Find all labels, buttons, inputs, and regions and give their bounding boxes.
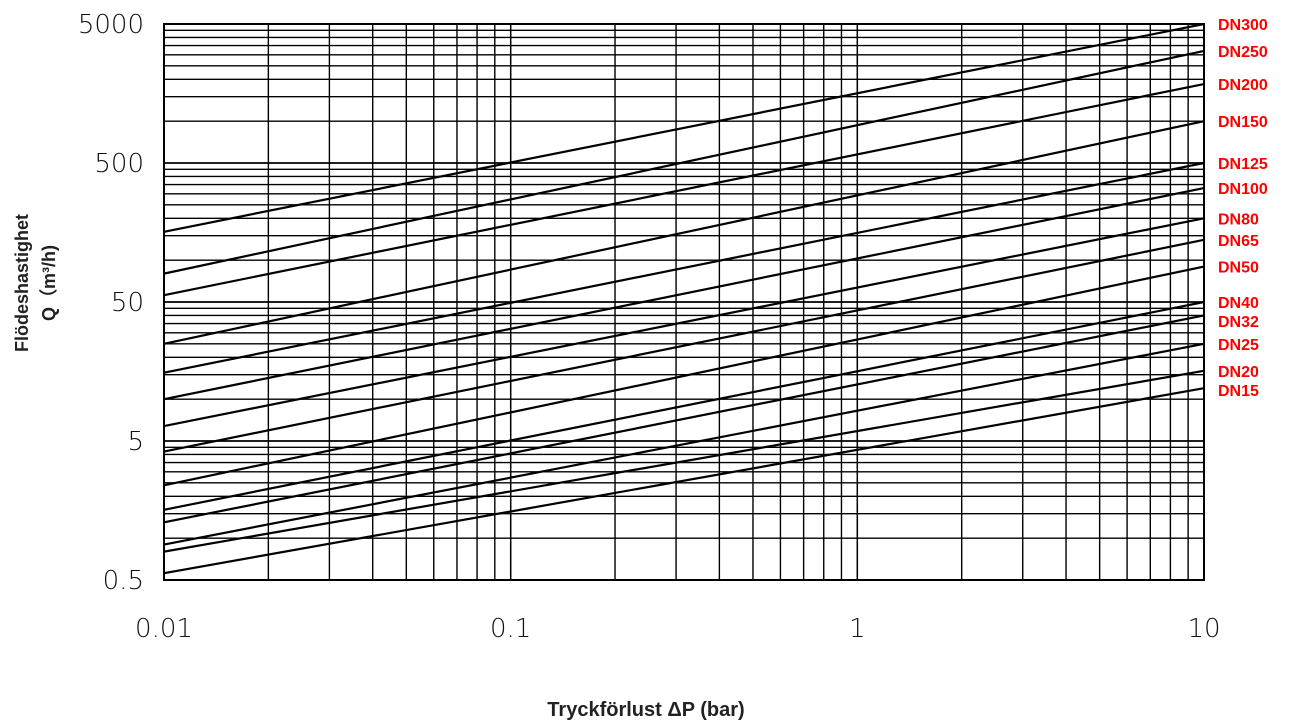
series-line-dn100	[163, 187, 1205, 401]
x-tick-label: 1	[849, 614, 866, 644]
series-line-dn40	[163, 300, 1205, 511]
series-lines	[163, 22, 1205, 575]
y-axis-title-line1: Flödeshastighet	[12, 214, 32, 352]
series-label-dn32: DN32	[1218, 314, 1259, 331]
y-tick-label: 5	[127, 427, 144, 457]
series-line-dn15	[163, 387, 1205, 575]
series-label-dn15: DN15	[1218, 383, 1259, 400]
series-label-dn40: DN40	[1218, 295, 1259, 312]
series-line-dn32	[163, 314, 1205, 524]
series-line-dn200	[163, 82, 1205, 297]
series-line-dn250	[163, 49, 1205, 275]
series-line-dn20	[163, 369, 1205, 553]
series-label-dn200: DN200	[1218, 77, 1268, 94]
series-line-dn150	[163, 120, 1205, 345]
grid	[163, 23, 1205, 581]
series-label-dn25: DN25	[1218, 337, 1259, 354]
series-line-dn50	[163, 265, 1205, 487]
y-tick-labels: 0.5 5 50 500 5000	[78, 10, 144, 596]
series-label-dn80: DN80	[1218, 211, 1259, 228]
series-label-dn250: DN250	[1218, 44, 1268, 61]
series-line-dn65	[163, 238, 1205, 453]
x-tick-label: 0.01	[135, 614, 193, 644]
x-axis-title: Tryckförlust ΔP (bar)	[547, 699, 744, 721]
y-tick-label: 5000	[78, 10, 144, 40]
series-line-dn300	[163, 22, 1205, 233]
series-line-dn80	[163, 217, 1205, 428]
y-tick-label: 0.5	[103, 566, 144, 596]
series-label-dn100: DN100	[1218, 181, 1268, 198]
series-label-dn300: DN300	[1218, 17, 1268, 34]
x-tick-label: 0.1	[490, 614, 531, 644]
series-label-dn65: DN65	[1218, 233, 1259, 250]
x-tick-label: 10	[1187, 614, 1220, 644]
plot-frame	[163, 23, 1205, 581]
y-axis-title-line2: Q（m³/h)	[39, 245, 59, 321]
y-tick-label: 50	[111, 288, 144, 318]
series-line-dn25	[163, 342, 1205, 546]
series-label-dn125: DN125	[1218, 156, 1268, 173]
series-label-dn20: DN20	[1218, 364, 1259, 381]
x-tick-labels: 0.01 0.1 1 10	[135, 614, 1220, 644]
series-line-dn125	[163, 161, 1205, 374]
series-label-dn50: DN50	[1218, 260, 1259, 277]
y-tick-label: 500	[94, 149, 144, 179]
series-labels: DN300 DN250 DN200 DN150 DN125 DN100 DN80 DN65 DN…	[1218, 17, 1268, 400]
series-label-dn150: DN150	[1218, 114, 1268, 131]
